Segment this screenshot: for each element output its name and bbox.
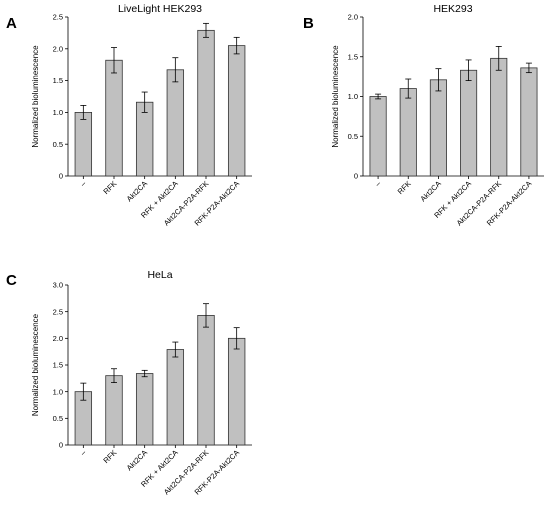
x-tick-label: Akt2CA xyxy=(125,179,149,203)
panel-letter: A xyxy=(6,15,17,32)
x-tick-label: RFK xyxy=(396,179,413,196)
chart-title: HEK293 xyxy=(433,3,472,15)
y-tick-label: 2.0 xyxy=(53,44,63,53)
x-tick-label: RFK xyxy=(101,179,118,196)
x-tick-label: – xyxy=(78,447,88,457)
x-tick-label: Akt2CA xyxy=(125,448,149,472)
bar xyxy=(105,375,123,446)
y-tick-label: 0 xyxy=(354,172,358,181)
y-tick-label: 2.0 xyxy=(53,334,63,343)
chart-title: HeLa xyxy=(147,269,172,281)
bar xyxy=(227,45,246,177)
x-tick-label: – xyxy=(78,178,88,188)
chart-panel-c: C HeLa Normalized bioluminescence 0 0.5 1.0 1.… xyxy=(6,269,252,497)
y-tick-label: 0.5 xyxy=(53,414,63,423)
bar xyxy=(460,69,478,177)
x-tick-label: RFK xyxy=(101,448,118,465)
bar xyxy=(399,88,417,177)
y-tick-label: 1.0 xyxy=(53,108,63,117)
y-axis-label: Normalized bioluminescence xyxy=(31,313,40,416)
y-tick-label: 1.0 xyxy=(348,92,358,101)
bar xyxy=(166,69,185,177)
y-tick-label: 1.5 xyxy=(53,76,63,85)
y-tick-label: 1.5 xyxy=(53,361,63,370)
y-tick-label: 2.5 xyxy=(53,307,63,316)
bar xyxy=(135,101,154,177)
y-tick-label: 1.5 xyxy=(348,52,358,61)
bar xyxy=(74,112,93,177)
bar xyxy=(166,349,185,446)
y-tick-label: 0 xyxy=(59,172,63,181)
y-axis-label: Normalized bioluminescence xyxy=(31,45,40,148)
bar xyxy=(490,57,508,177)
panel-letter: B xyxy=(303,15,314,32)
bar xyxy=(227,337,246,446)
x-tick-label: Akt2CA xyxy=(418,179,442,203)
y-tick-label: 2.0 xyxy=(348,13,358,22)
y-tick-label: 1.0 xyxy=(53,387,63,396)
y-tick-label: 3.0 xyxy=(53,281,63,290)
bar xyxy=(135,373,154,446)
chart-title: LiveLight HEK293 xyxy=(118,3,202,15)
bar xyxy=(197,314,215,446)
chart-panel-a: A LiveLight HEK293 Normalized bioluminesce… xyxy=(6,3,252,228)
y-axis-label: Normalized bioluminescence xyxy=(331,45,340,148)
bar xyxy=(105,59,123,177)
chart-panel-b: B HEK293 Normalized bioluminescence 0 0.5 1.0… xyxy=(303,3,544,228)
y-tick-label: 0.5 xyxy=(348,132,358,141)
bar xyxy=(197,29,215,177)
bar xyxy=(369,96,387,177)
x-tick-label: – xyxy=(373,178,383,188)
panel-letter: C xyxy=(6,272,17,289)
y-tick-label: 0.5 xyxy=(53,140,63,149)
bar xyxy=(520,67,538,177)
y-tick-label: 0 xyxy=(59,441,63,450)
bar xyxy=(429,79,447,177)
y-tick-label: 2.5 xyxy=(53,13,63,22)
